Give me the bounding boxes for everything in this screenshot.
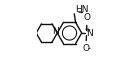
Text: N: N [52,27,59,36]
Text: O: O [83,44,90,53]
Text: HN: HN [75,4,88,14]
Text: -: - [88,44,91,53]
Text: O: O [83,13,90,22]
Text: +: + [84,28,90,33]
Text: N: N [86,29,92,37]
